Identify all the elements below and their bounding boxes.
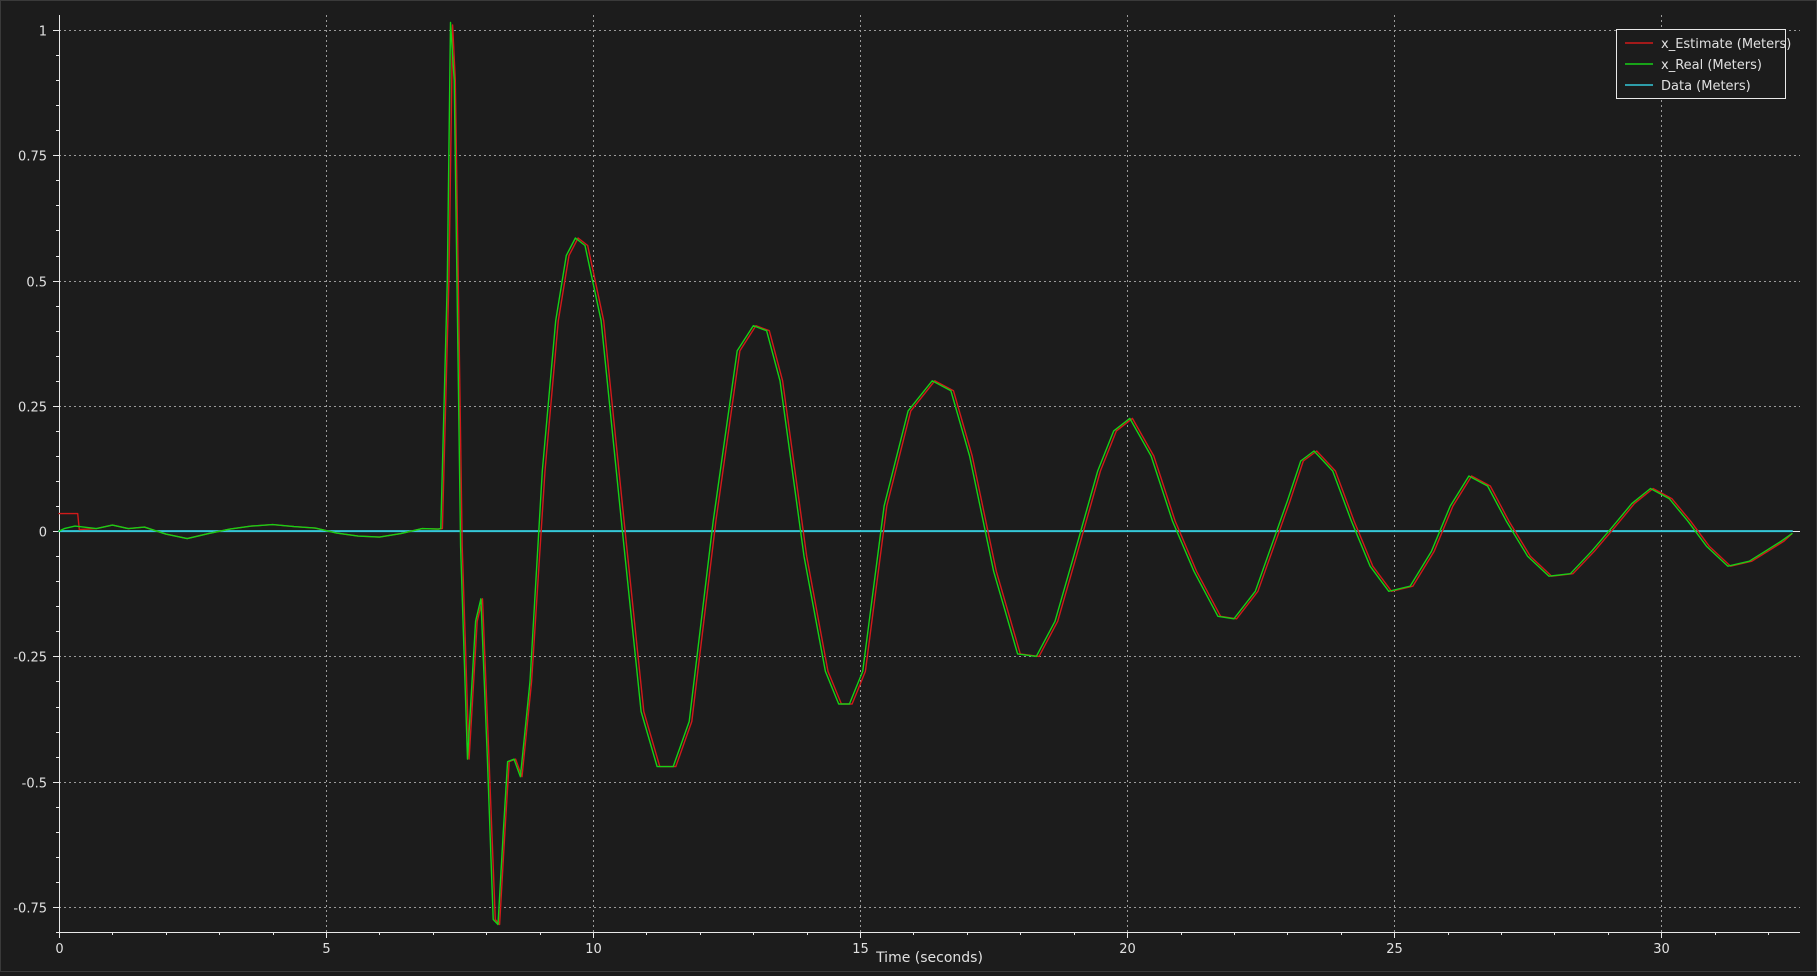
y-tick-label: 0.5 — [26, 276, 47, 291]
y-tick-label: 0 — [39, 526, 47, 541]
series-line-x-real — [58, 21, 1793, 926]
y-tick-label: -0.25 — [13, 651, 47, 666]
x-tick-label: 25 — [1386, 942, 1403, 957]
x-tick-label: 30 — [1653, 942, 1670, 957]
y-tick-label: 1 — [39, 25, 47, 40]
legend-label: x_Real (Meters) — [1661, 58, 1762, 73]
series-lines — [58, 21, 1793, 926]
legend: x_Estimate (Meters) x_Real (Meters) Data (… — [1616, 29, 1791, 99]
legend-label: Data (Meters) — [1661, 79, 1751, 94]
legend-label: x_Estimate (Meters) — [1661, 37, 1791, 52]
y-tick-label: 0.75 — [18, 150, 47, 165]
x-tick-label: 15 — [852, 942, 869, 957]
x-axis-label: Time (seconds) — [875, 950, 983, 966]
x-tick-label: 10 — [585, 942, 602, 957]
x-tick-label: 0 — [55, 942, 63, 957]
y-tick-label: -0.75 — [13, 902, 47, 917]
y-tick-label: 0.25 — [18, 401, 47, 416]
y-tick-label: -0.5 — [22, 777, 47, 792]
x-tick-label: 5 — [322, 942, 330, 957]
x-tick-label: 20 — [1119, 942, 1136, 957]
